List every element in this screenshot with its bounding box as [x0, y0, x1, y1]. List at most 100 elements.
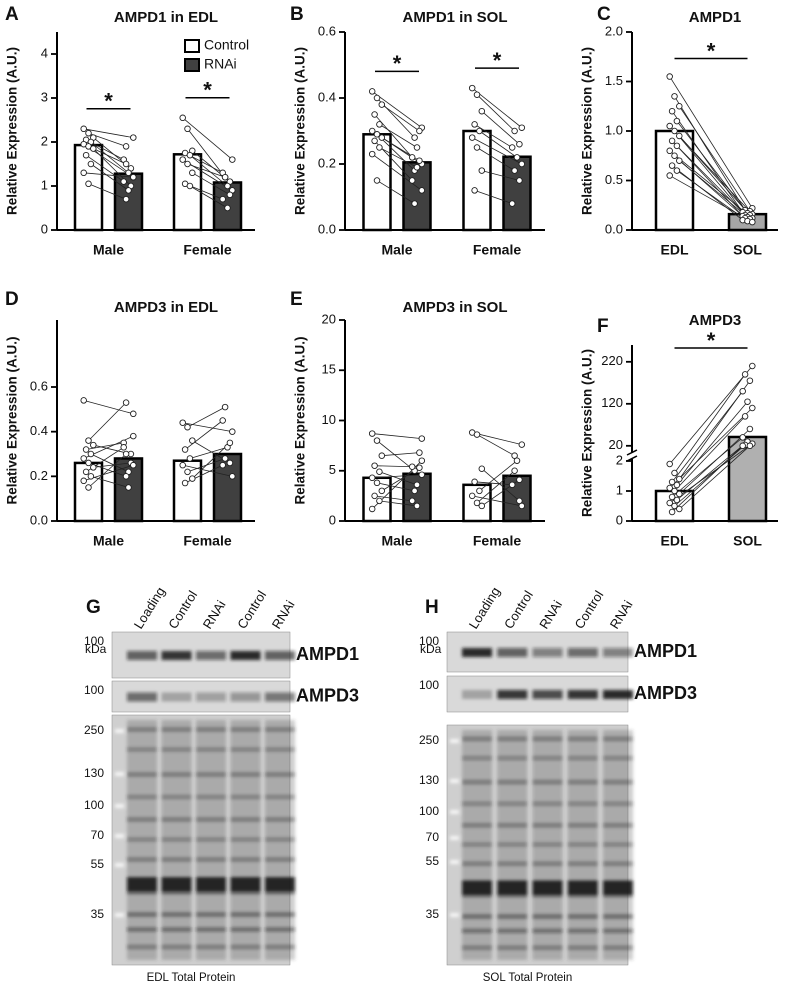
- y-tick-label: 1.5: [605, 73, 623, 88]
- blot-band: [532, 648, 563, 657]
- blot-band: [532, 914, 563, 919]
- y-axis-label: Relative Expression (A.U.): [293, 336, 308, 504]
- data-point: [741, 413, 749, 420]
- blot-band: [567, 736, 598, 742]
- blot-band: [532, 861, 563, 867]
- data-point: [122, 450, 130, 458]
- protein-label: AMPD3: [296, 685, 359, 705]
- blot-band: [127, 837, 157, 842]
- blot-band: [603, 801, 633, 807]
- blot-band: [497, 842, 528, 847]
- pair-line: [474, 481, 513, 486]
- y-tick-label: 0.0: [318, 221, 336, 236]
- data-point: [373, 131, 381, 138]
- blot-band: [196, 651, 226, 660]
- data-point: [676, 490, 683, 498]
- data-point: [219, 195, 226, 203]
- panel-label: G: [86, 597, 101, 618]
- bar: [727, 435, 768, 523]
- data-point: [186, 182, 194, 190]
- marker-label: 130: [419, 773, 439, 787]
- y-tick-label: 1.0: [605, 122, 623, 137]
- blot-band: [161, 877, 192, 891]
- chart-title: AMPD1 in EDL: [114, 9, 218, 26]
- blot-band: [462, 914, 492, 919]
- data-point: [373, 479, 381, 487]
- blot-band: [196, 857, 226, 862]
- axis-break: [626, 455, 638, 462]
- data-point: [221, 403, 229, 411]
- blot-band: [497, 822, 528, 828]
- data-point: [122, 473, 130, 480]
- lane-label: RNAi: [200, 598, 229, 632]
- pair-line: [671, 437, 743, 498]
- blot-band: [567, 755, 598, 761]
- data-point: [189, 437, 196, 444]
- data-point: [125, 169, 132, 177]
- blot-band: [127, 817, 157, 822]
- data-point: [229, 156, 236, 163]
- y-tick-label: 4: [41, 45, 48, 60]
- pair-line: [376, 180, 415, 204]
- blot-band: [462, 842, 492, 847]
- data-point: [673, 481, 681, 489]
- blot-band: [196, 817, 226, 822]
- blot-band: [462, 880, 492, 895]
- pair-line: [471, 87, 523, 129]
- marker-label: 55: [91, 857, 105, 871]
- kda-label: kDa: [420, 642, 442, 656]
- data-point: [224, 204, 231, 212]
- panel-label: H: [425, 597, 439, 618]
- data-point: [473, 431, 481, 438]
- blot-band: [497, 861, 528, 867]
- marker-label: 100: [419, 678, 439, 692]
- data-point: [478, 465, 486, 472]
- blot-bands: [462, 690, 633, 699]
- panel-label: F: [597, 316, 609, 337]
- pair-line: [674, 416, 746, 492]
- pair-line: [182, 117, 233, 160]
- data-point: [368, 150, 376, 158]
- data-point: [473, 144, 481, 151]
- data-point: [219, 417, 226, 424]
- blot-band: [567, 801, 598, 807]
- data-point: [181, 479, 189, 487]
- blot-band: [265, 794, 295, 800]
- data-point: [739, 442, 746, 450]
- data-point: [226, 191, 234, 199]
- blot-band: [161, 944, 192, 950]
- y-tick-label: 15: [322, 362, 336, 377]
- y-tick-label: 2.0: [605, 23, 623, 38]
- pair-line: [372, 474, 422, 479]
- data-point: [408, 154, 416, 161]
- data-point: [476, 127, 483, 135]
- data-point: [87, 160, 95, 168]
- blot-band: [462, 822, 492, 828]
- x-tick-label: Female: [473, 533, 521, 549]
- blot-band: [127, 772, 157, 777]
- data-point: [229, 428, 236, 435]
- panel-label: D: [5, 289, 19, 310]
- pair-line: [374, 495, 413, 502]
- pair-line: [182, 422, 233, 433]
- data-point: [184, 423, 191, 431]
- data-point: [184, 468, 191, 476]
- blot-band: [127, 944, 157, 950]
- marker-label: 100: [84, 683, 104, 697]
- data-point: [82, 151, 90, 159]
- data-point: [749, 404, 756, 412]
- bar: [212, 452, 243, 523]
- blot-band: [603, 690, 633, 699]
- blot-band: [230, 927, 261, 932]
- pair-line: [674, 130, 746, 216]
- data-point: [122, 195, 130, 203]
- pair-line: [476, 147, 515, 171]
- pair-line: [679, 135, 751, 216]
- data-point: [739, 387, 746, 395]
- marker-label: 35: [91, 907, 105, 921]
- data-point: [82, 446, 90, 453]
- blot-band: [161, 747, 192, 752]
- data-point: [376, 121, 383, 128]
- blot-band: [230, 857, 261, 862]
